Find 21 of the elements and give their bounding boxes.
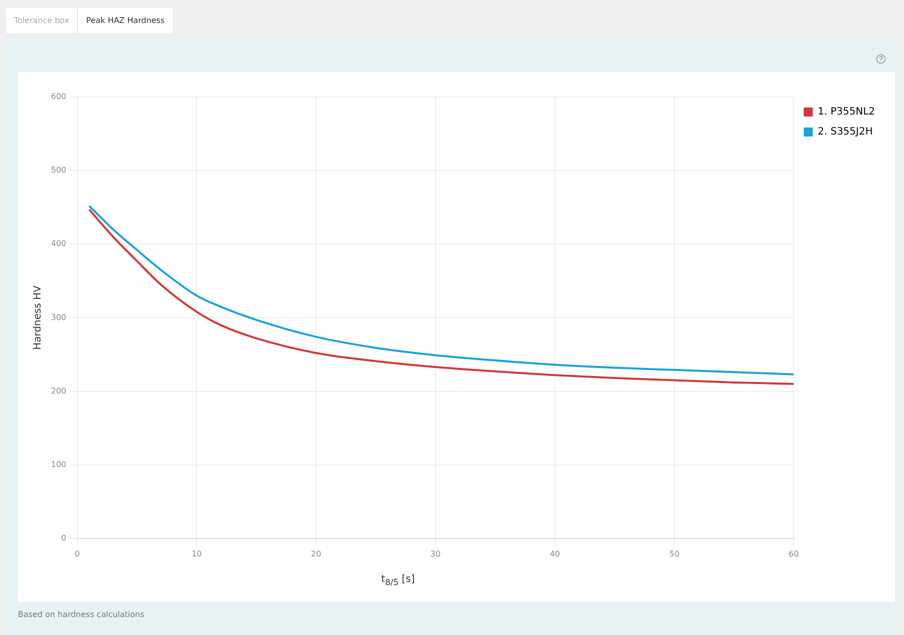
x-tick-label: 0 [74, 549, 80, 558]
x-tick-label: 20 [311, 549, 322, 558]
legend-label: 1. P355NL2 [818, 106, 876, 118]
text: Peak HAZ Hardness [78, 8, 174, 33]
y-tick-label: 100 [50, 460, 66, 469]
legend-label: 2. S355J2H [818, 126, 873, 138]
y-tick-label: 0 [61, 533, 66, 542]
x-tick-label: 30 [430, 549, 441, 558]
y-tick-label: 500 [50, 166, 66, 175]
y-tick-label: 600 [50, 92, 66, 102]
y-tick-label: 400 [50, 239, 66, 248]
x-tick-label: 10 [192, 549, 202, 558]
x-tick-label: 40 [550, 549, 560, 558]
y-tick-label: 300 [50, 312, 66, 322]
text: Based on hardness calculations [18, 610, 144, 619]
y-axis-title: Hardness HV [32, 285, 44, 350]
x-tick-label: 60 [788, 549, 799, 558]
y-tick-label: 200 [50, 386, 66, 396]
text: Tolerance box [6, 8, 78, 33]
x-axis-title: t$_{8/5}$ [s] [380, 574, 416, 587]
x-tick-label: 50 [669, 549, 680, 558]
